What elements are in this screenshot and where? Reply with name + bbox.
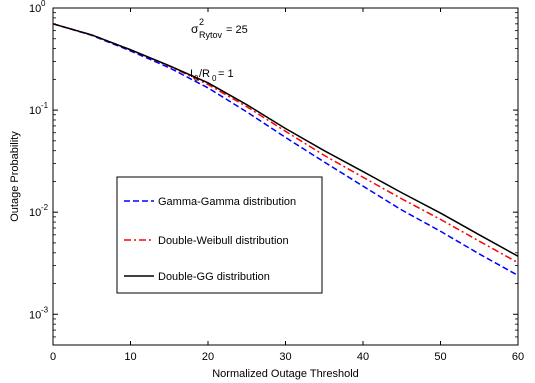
x-tick-label: 60 (512, 351, 524, 363)
y-tick-label-exponent: -3 (41, 305, 49, 314)
y-tick-label-exponent: -1 (41, 101, 49, 110)
x-tick-label: 10 (124, 351, 136, 363)
axis-ticks (52, 7, 519, 346)
ratio-i-subscript: 0 (194, 74, 199, 83)
ratio-i: I (190, 68, 193, 80)
ratio-slash-r: /R (199, 68, 210, 80)
y-tick-label-base: 10 (29, 207, 41, 219)
series-line-gamma-gamma-distribution (52, 23, 519, 277)
x-tick-label: 0 (50, 351, 56, 363)
series-line-double-gg-distribution (52, 23, 519, 257)
series-layer (52, 23, 519, 277)
ratio-value: = 1 (218, 68, 234, 80)
legend: Gamma-Gamma distribution Double-Weibull … (116, 176, 323, 294)
legend-label-double-weibull: Double-Weibull distribution (158, 235, 289, 247)
legend-label-gamma-gamma: Gamma-Gamma distribution (158, 196, 296, 208)
sigma-rytov-annotation: σ 2 Rytov = 25 (191, 17, 248, 40)
x-axis-label: Normalized Outage Threshold (212, 368, 359, 380)
ratio-r-subscript: 0 (212, 74, 217, 83)
x-tick-label: 20 (202, 351, 214, 363)
legend-box (116, 176, 323, 294)
sigma-value: = 25 (226, 24, 248, 36)
sigma-subscript: Rytov (199, 30, 223, 40)
y-tick-label-base: 10 (29, 309, 41, 321)
y-tick-label-exponent: -2 (41, 203, 49, 212)
sigma-symbol: σ (191, 22, 199, 36)
legend-label-double-gg: Double-GG distribution (158, 271, 270, 283)
y-tick-label-base: 10 (29, 3, 41, 15)
x-tick-label: 40 (357, 351, 369, 363)
y-axis-label: Outage Probability (9, 131, 21, 222)
y-tick-label-exponent: 0 (41, 0, 46, 8)
y-tick-label-base: 10 (29, 105, 41, 117)
intensity-ratio-annotation: I 0 /R 0 = 1 (190, 68, 234, 83)
x-tick-label: 50 (434, 351, 446, 363)
x-tick-label: 30 (279, 351, 291, 363)
sigma-superscript: 2 (199, 17, 204, 27)
